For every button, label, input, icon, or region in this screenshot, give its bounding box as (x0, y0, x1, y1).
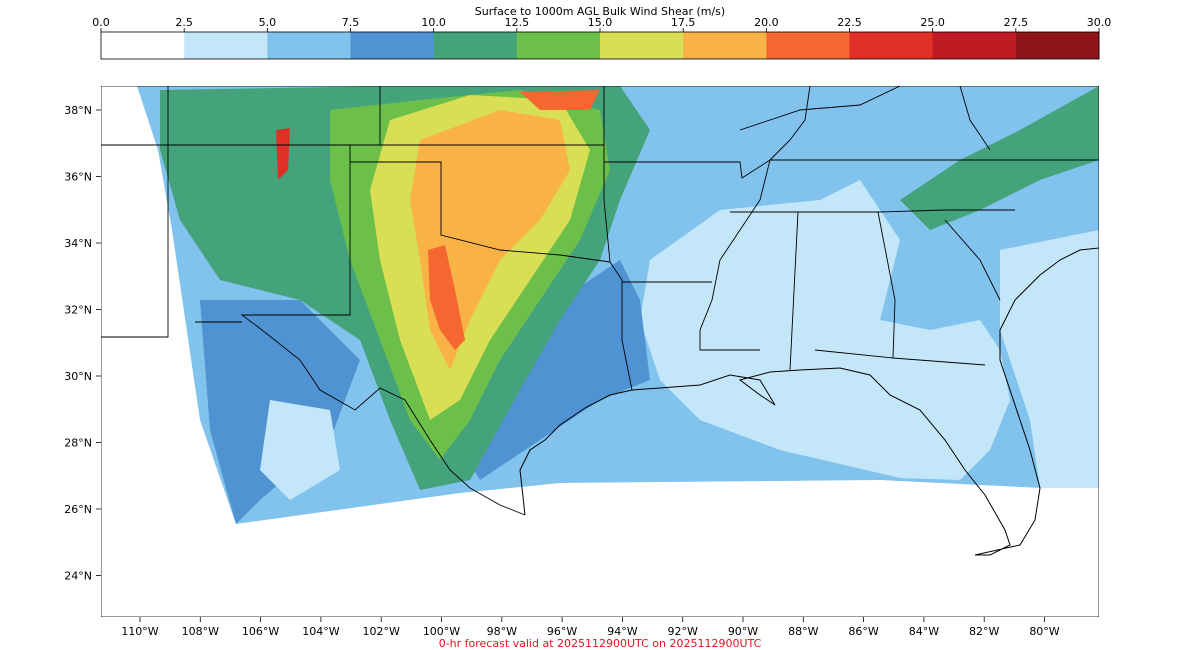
border-oklahoma-arkansas (603, 86, 611, 263)
longitude-label: 104°W (302, 625, 339, 638)
latitude-label: 32°N (64, 304, 92, 317)
colorbar-tick-label: 17.5 (671, 16, 696, 29)
colorbar-bin (350, 32, 435, 59)
colorbar-tick-label: 0.0 (92, 16, 110, 29)
colorbar-tick-label: 15.0 (588, 16, 613, 29)
field-southeast-lightblue (1000, 230, 1099, 488)
border-florida-north (814, 349, 986, 366)
colorbar: 0.0 2.5 5.0 7.5 10.0 12.5 15.0 17.5 20.0 22.5 25.0… (92, 16, 1111, 60)
forecast-valid-text: 0-hr forecast valid at 2025112900UTC on … (439, 637, 762, 650)
border-ohio-river (769, 86, 811, 161)
latitude-label: 28°N (64, 437, 92, 450)
border-alabama-georgia (877, 211, 896, 359)
colorbar-tick-label: 5.0 (259, 16, 277, 29)
border-texas-louisiana (609, 261, 633, 391)
colorbar-bin (683, 32, 767, 59)
colorbar-bin (849, 32, 934, 59)
field-east-lightblue (640, 180, 1010, 480)
colorbar-tick-labels: 0.0 2.5 5.0 7.5 10.0 12.5 15.0 17.5 20.0 22.5 25.0… (92, 16, 1111, 32)
latitude-label: 36°N (64, 171, 92, 184)
colorbar-tick-label: 30.0 (1087, 16, 1112, 29)
longitude-label: 108°W (182, 625, 219, 638)
longitude-label: 82°W (969, 625, 999, 638)
latitude-label: 30°N (64, 370, 92, 383)
longitude-label: 102°W (363, 625, 400, 638)
colorbar-tick-label: 12.5 (505, 16, 530, 29)
border-oklahoma-texas (350, 161, 611, 263)
latitude-label: 38°N (64, 104, 92, 117)
longitude-label: 88°W (788, 625, 818, 638)
longitude-label: 90°W (728, 625, 758, 638)
longitude-label: 86°W (848, 625, 878, 638)
colorbar-bin (433, 32, 518, 59)
longitude-label: 92°W (668, 625, 698, 638)
colorbar-bin (267, 32, 351, 59)
latitude-label: 24°N (64, 570, 92, 583)
colorbar-tick-label: 27.5 (1004, 16, 1029, 29)
colorbar-tick-label: 20.0 (754, 16, 779, 29)
longitude-label: 106°W (242, 625, 279, 638)
colorbar-bin (516, 32, 601, 59)
latitude-label: 34°N (64, 237, 92, 250)
colorbar-bin (101, 32, 185, 59)
border-alabama-mississippi (789, 211, 799, 371)
field-appalachian-green (900, 86, 1099, 230)
longitude-label: 98°W (487, 625, 517, 638)
colorbar-bins (101, 32, 1100, 59)
colorbar-title: Surface to 1000m AGL Bulk Wind Shear (m/… (475, 5, 725, 18)
map-panel (101, 86, 1099, 617)
field-southwest-lightblue (260, 400, 340, 500)
longitude-label: 80°W (1029, 625, 1059, 638)
border-missouri-arkansas (604, 159, 771, 179)
border-carolinas (944, 219, 1001, 301)
state-borders (101, 86, 1099, 516)
border-texas-panhandle-west (240, 145, 351, 331)
longitude-labels: 110°W 108°W 106°W 104°W 102°W 100°W 98°W 96°W 94… (121, 617, 1060, 638)
border-georgia-north (877, 209, 1015, 213)
latitude-labels: 38°N 36°N 34°N 32°N 30°N 28°N 26°N 24°N (64, 104, 101, 583)
wind-shear-field (137, 86, 1099, 524)
colorbar-bin (184, 32, 268, 59)
longitude-label: 84°W (909, 625, 939, 638)
colorbar-tick-label: 10.0 (421, 16, 446, 29)
colorbar-bin (1015, 32, 1100, 59)
field-red-north (520, 90, 600, 110)
colorbar-tick-label: 2.5 (175, 16, 193, 29)
longitude-label: 96°W (547, 625, 577, 638)
border-mississippi-river (699, 159, 771, 351)
latitude-label: 26°N (64, 503, 92, 516)
longitude-label: 110°W (121, 625, 158, 638)
border-kentucky-east (959, 86, 991, 151)
colorbar-bin (600, 32, 684, 59)
colorbar-bin (766, 32, 850, 59)
colorbar-bin (932, 32, 1017, 59)
field-mountain-red (276, 128, 290, 180)
longitude-label: 100°W (423, 625, 460, 638)
colorbar-tick-label: 25.0 (920, 16, 945, 29)
gulf-coastline (519, 247, 1099, 556)
border-kentucky (739, 86, 901, 131)
field-red-core (428, 245, 465, 350)
border-rio-grande (261, 329, 526, 516)
longitude-label: 94°W (607, 625, 637, 638)
colorbar-tick-label: 22.5 (837, 16, 862, 29)
border-new-mexico-west (101, 86, 169, 338)
colorbar-tick-label: 7.5 (342, 16, 360, 29)
